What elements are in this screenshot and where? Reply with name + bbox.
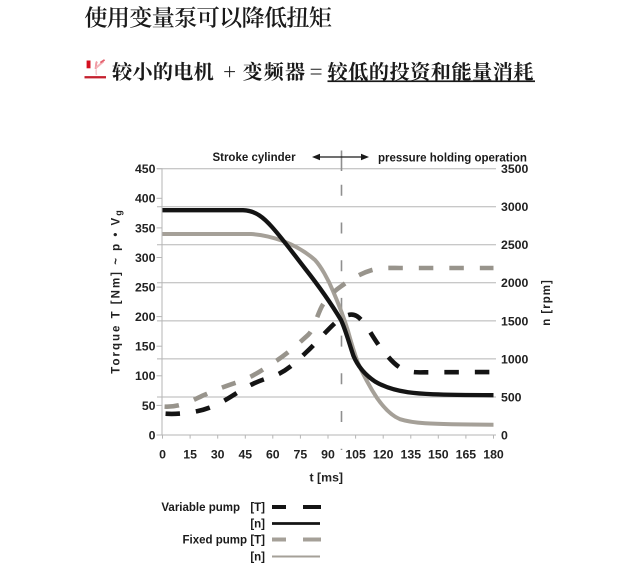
svg-text:0: 0 — [501, 428, 508, 442]
svg-text:150: 150 — [135, 340, 156, 354]
svg-text:90: 90 — [321, 448, 335, 462]
svg-text:3500: 3500 — [501, 162, 529, 176]
svg-text:60: 60 — [266, 448, 280, 462]
svg-text:50: 50 — [142, 399, 156, 413]
svg-text:250: 250 — [135, 281, 156, 295]
svg-text:[n]: [n] — [250, 552, 265, 564]
svg-text:[T]: [T] — [250, 502, 265, 514]
svg-text:1500: 1500 — [501, 314, 529, 328]
svg-text:120: 120 — [373, 448, 394, 462]
svg-text:350: 350 — [135, 221, 156, 235]
svg-text:200: 200 — [135, 310, 156, 324]
svg-text:3000: 3000 — [501, 200, 529, 214]
svg-text:2000: 2000 — [501, 276, 529, 290]
svg-text:[T]: [T] — [250, 535, 265, 547]
svg-text:t [ms]: t [ms] — [310, 471, 343, 485]
svg-text:0: 0 — [159, 448, 166, 462]
svg-text:n [rpm]: n [rpm] — [541, 279, 553, 326]
svg-text:Fixed pump: Fixed pump — [182, 535, 247, 547]
svg-text:2500: 2500 — [501, 238, 529, 252]
svg-text:0: 0 — [149, 428, 156, 442]
svg-text:100: 100 — [135, 369, 156, 383]
svg-text:15: 15 — [183, 448, 197, 462]
svg-text:135: 135 — [401, 448, 422, 462]
svg-text:Torque T [Nm] ~ p • Vg: Torque T [Nm] ~ p • Vg — [111, 208, 124, 373]
svg-text:pressure holding operation: pressure holding operation — [378, 153, 527, 165]
svg-text:Stroke cylinder: Stroke cylinder — [212, 152, 296, 164]
svg-text:150: 150 — [428, 448, 449, 462]
svg-text:45: 45 — [238, 448, 252, 462]
svg-text:105: 105 — [345, 448, 366, 462]
svg-text:[n]: [n] — [250, 519, 265, 531]
svg-text:300: 300 — [135, 251, 156, 265]
svg-text:75: 75 — [294, 448, 308, 462]
svg-text:450: 450 — [135, 162, 156, 176]
svg-text:500: 500 — [501, 390, 522, 404]
svg-text:Variable pump: Variable pump — [161, 502, 240, 514]
svg-text:1000: 1000 — [501, 352, 529, 366]
svg-text:165: 165 — [456, 448, 477, 462]
svg-text:400: 400 — [135, 192, 156, 206]
svg-text:180: 180 — [483, 448, 504, 462]
svg-text:30: 30 — [211, 448, 225, 462]
